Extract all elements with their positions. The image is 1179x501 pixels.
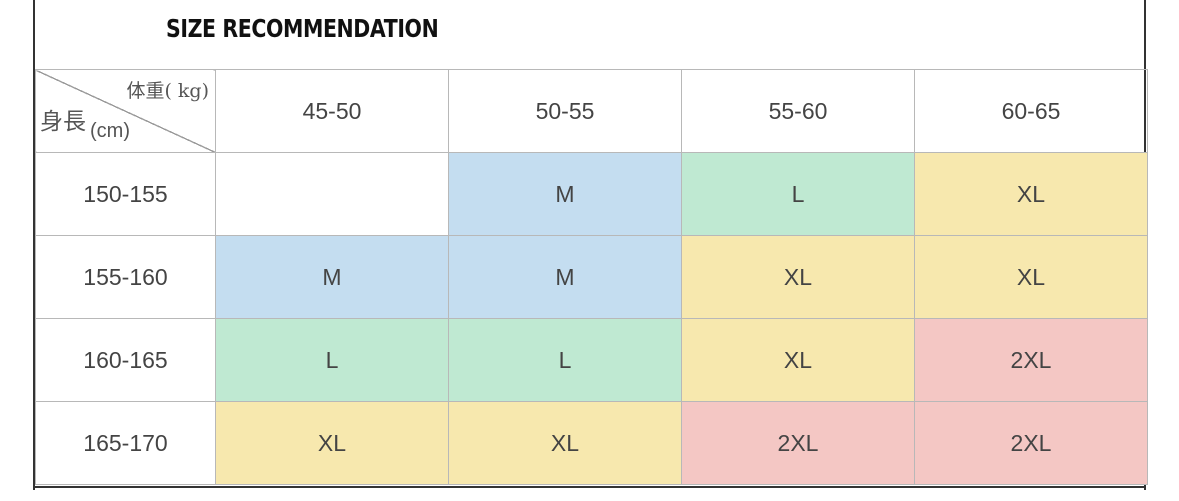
corner-header-cell: 体重( kg) 身長 (cm) [35, 69, 216, 153]
weight-column-header: 60-65 [914, 69, 1148, 153]
table-row: 155-160 M M XL XL [35, 235, 1148, 319]
size-cell: L [681, 152, 915, 236]
size-cell: XL [448, 401, 682, 485]
weight-axis-label: 体重( kg) [126, 80, 209, 102]
height-axis-unit: (cm) [90, 120, 130, 142]
page-title: SIZE RECOMMENDATION [166, 14, 439, 43]
size-cell: XL [681, 235, 915, 319]
size-cell: M [448, 235, 682, 319]
height-row-label: 160-165 [35, 318, 216, 402]
size-cell: XL [681, 318, 915, 402]
size-cell: 2XL [914, 318, 1148, 402]
bottom-divider [35, 486, 1146, 488]
table-row: 160-165 L L XL 2XL [35, 318, 1148, 402]
size-cell: 2XL [681, 401, 915, 485]
size-cell: 2XL [914, 401, 1148, 485]
weight-column-header: 45-50 [215, 69, 449, 153]
height-row-label: 165-170 [35, 401, 216, 485]
table-row: 150-155 M L XL [35, 152, 1148, 236]
weight-column-header: 55-60 [681, 69, 915, 153]
size-cell: M [215, 235, 449, 319]
height-row-label: 150-155 [35, 152, 216, 236]
height-row-label: 155-160 [35, 235, 216, 319]
weight-column-header: 50-55 [448, 69, 682, 153]
size-cell: L [215, 318, 449, 402]
table-header-row: 体重( kg) 身長 (cm) 45-50 50-55 55-60 60-65 [35, 69, 1148, 153]
table-row: 165-170 XL XL 2XL 2XL [35, 401, 1148, 485]
size-cell: XL [914, 235, 1148, 319]
size-cell: M [448, 152, 682, 236]
size-cell: L [448, 318, 682, 402]
height-axis-label: 身長 [40, 109, 86, 135]
size-cell [215, 152, 449, 236]
size-cell: XL [215, 401, 449, 485]
size-cell: XL [914, 152, 1148, 236]
size-chart-table: 体重( kg) 身長 (cm) 45-50 50-55 55-60 60-65 … [35, 69, 1148, 485]
